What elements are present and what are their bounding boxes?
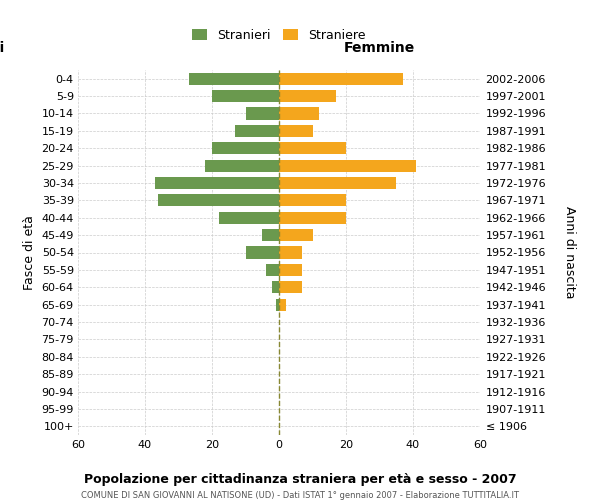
Text: Maschi: Maschi <box>0 42 5 56</box>
Bar <box>279 90 336 102</box>
Bar <box>218 212 279 224</box>
Bar <box>279 229 313 241</box>
Bar <box>272 281 279 293</box>
Bar <box>155 177 279 189</box>
Bar <box>212 90 279 102</box>
Y-axis label: Anni di nascita: Anni di nascita <box>563 206 576 298</box>
Bar <box>279 177 396 189</box>
Bar <box>279 246 302 258</box>
Bar <box>266 264 279 276</box>
Bar <box>279 108 319 120</box>
Bar <box>245 246 279 258</box>
Bar <box>262 229 279 241</box>
Bar <box>188 72 279 85</box>
Legend: Stranieri, Straniere: Stranieri, Straniere <box>188 25 370 46</box>
Bar <box>275 298 279 310</box>
Text: Popolazione per cittadinanza straniera per età e sesso - 2007: Popolazione per cittadinanza straniera p… <box>83 472 517 486</box>
Bar <box>158 194 279 206</box>
Text: COMUNE DI SAN GIOVANNI AL NATISONE (UD) - Dati ISTAT 1° gennaio 2007 - Elaborazi: COMUNE DI SAN GIOVANNI AL NATISONE (UD) … <box>81 491 519 500</box>
Bar <box>212 142 279 154</box>
Bar <box>279 160 416 172</box>
Bar <box>235 125 279 137</box>
Bar <box>245 108 279 120</box>
Bar <box>279 298 286 310</box>
Bar <box>279 264 302 276</box>
Bar <box>279 142 346 154</box>
Bar <box>279 281 302 293</box>
Bar <box>279 72 403 85</box>
Bar <box>205 160 279 172</box>
Bar <box>279 194 346 206</box>
Y-axis label: Fasce di età: Fasce di età <box>23 215 36 290</box>
Bar <box>279 125 313 137</box>
Text: Femmine: Femmine <box>344 42 415 56</box>
Bar <box>279 212 346 224</box>
